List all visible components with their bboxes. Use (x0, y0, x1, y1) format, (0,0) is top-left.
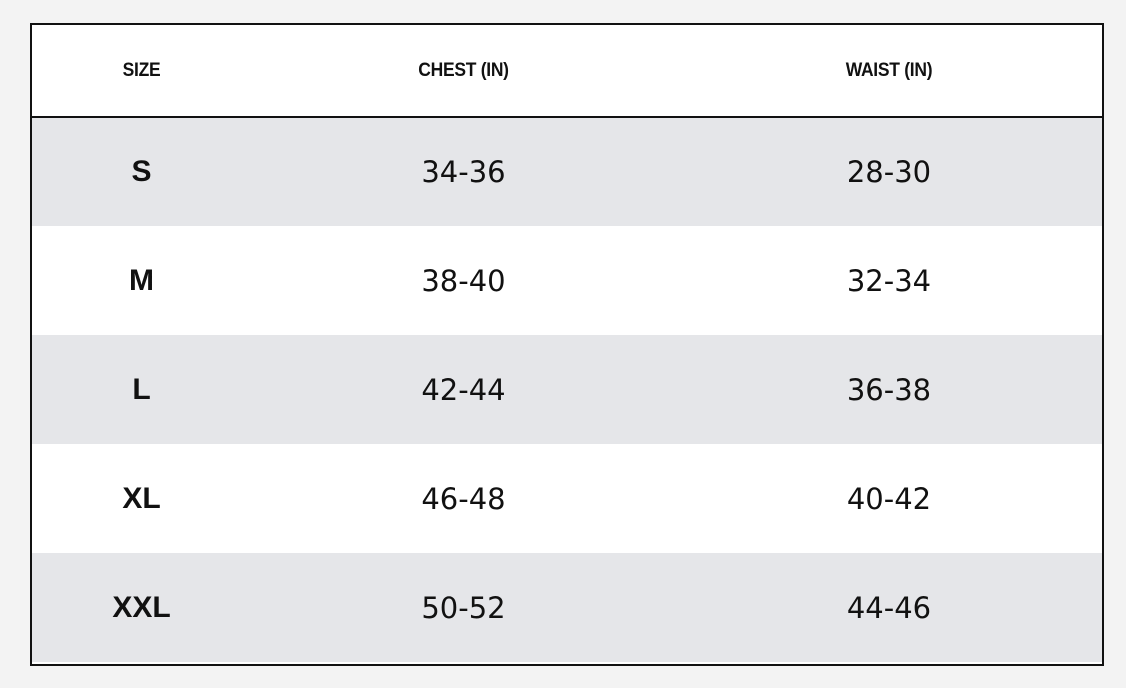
size-cell: L (132, 372, 151, 406)
chest-cell: 38-40 (421, 263, 506, 298)
size-chart-table: SIZE CHEST (IN) WAIST (IN) S 34-36 28-30… (32, 25, 1102, 662)
table-row: XXL 50-52 44-46 (32, 553, 1102, 662)
chest-cell: 34-36 (421, 155, 506, 189)
header-size: SIZE (40, 25, 243, 118)
chest-cell: 42-44 (421, 372, 506, 407)
table-row: XL 46-48 40-42 (32, 444, 1102, 553)
waist-cell: 32-34 (846, 263, 932, 298)
waist-cell: 36-38 (846, 372, 932, 407)
waist-cell: 28-30 (846, 155, 932, 189)
waist-cell: 40-42 (846, 481, 932, 516)
size-chart: SIZE CHEST (IN) WAIST (IN) S 34-36 28-30… (30, 23, 1104, 666)
header-chest: CHEST (IN) (268, 25, 659, 118)
waist-cell: 44-46 (846, 590, 932, 625)
table-header: SIZE CHEST (IN) WAIST (IN) (32, 25, 1102, 118)
size-cell: XXL (112, 590, 171, 624)
header-waist: WAIST (IN) (693, 25, 1085, 118)
table-body: S 34-36 28-30 M 38-40 32-34 L 42-44 36-3… (32, 117, 1102, 662)
size-cell: M (129, 263, 154, 297)
chest-cell: 50-52 (421, 590, 506, 625)
size-cell: S (131, 155, 152, 188)
size-cell: XL (122, 481, 161, 515)
table-row: M 38-40 32-34 (32, 226, 1102, 335)
chest-cell: 46-48 (421, 481, 506, 516)
table-row: L 42-44 36-38 (32, 335, 1102, 444)
table-row: S 34-36 28-30 (32, 117, 1102, 226)
header-row: SIZE CHEST (IN) WAIST (IN) (32, 25, 1102, 118)
